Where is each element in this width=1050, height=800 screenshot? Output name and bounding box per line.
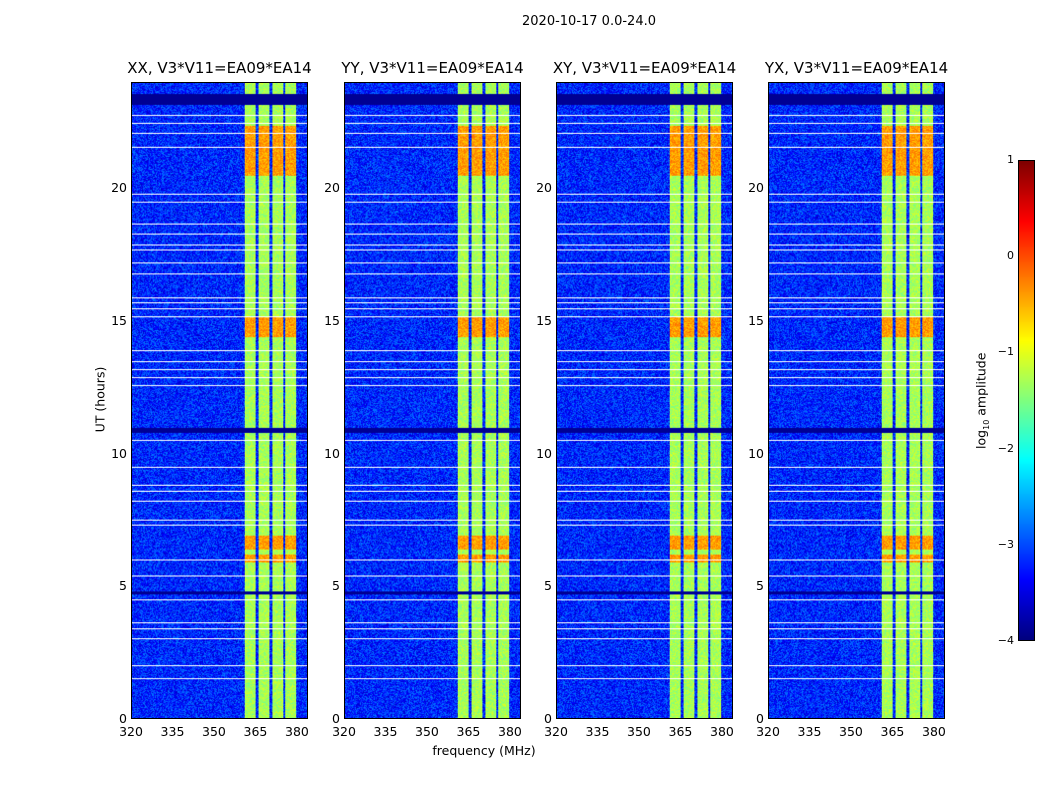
figure-title: 2020-10-17 0.0-24.0 bbox=[522, 14, 656, 29]
y-tick-label: 20 bbox=[536, 180, 552, 196]
x-tick-label: 380 bbox=[285, 724, 309, 739]
colorbar-tick-label: −3 bbox=[997, 537, 1014, 551]
y-tick-label: 10 bbox=[536, 445, 552, 461]
colorbar-tick-label: 1 bbox=[1007, 153, 1014, 166]
y-tick-label: 20 bbox=[748, 180, 764, 196]
x-tick-label: 365 bbox=[456, 724, 481, 739]
colorbar-tick-label: −2 bbox=[997, 441, 1014, 455]
x-tick-label: 350 bbox=[839, 724, 863, 739]
colorbar bbox=[1018, 160, 1035, 641]
y-tick-label: 20 bbox=[324, 180, 340, 196]
x-tick-label: 365 bbox=[880, 724, 905, 739]
x-tick-label: 320 bbox=[119, 724, 143, 739]
y-tick-label: 0 bbox=[756, 711, 764, 726]
y-tick-label: 15 bbox=[536, 312, 552, 328]
x-tick-label: 380 bbox=[922, 724, 946, 739]
heatmap-image bbox=[557, 83, 732, 718]
x-tick-label: 335 bbox=[373, 724, 398, 739]
x-tick-label: 350 bbox=[415, 724, 439, 739]
panel-title: YY, V3*V11=EA09*EA14 bbox=[341, 59, 524, 77]
x-tick-label: 320 bbox=[544, 724, 568, 739]
x-tick-label: 320 bbox=[756, 724, 780, 739]
x-tick-label: 320 bbox=[332, 724, 356, 739]
heatmap-image bbox=[345, 83, 520, 718]
y-tick-label: 20 bbox=[111, 180, 127, 196]
y-tick-label: 0 bbox=[332, 711, 340, 726]
x-tick-label: 365 bbox=[668, 724, 693, 739]
y-tick-label: 15 bbox=[324, 312, 340, 328]
colorbar-tick-label: −4 bbox=[997, 634, 1014, 647]
x-tick-label: 380 bbox=[710, 724, 734, 739]
colorbar-label: log10 amplitude bbox=[973, 352, 991, 449]
y-tick-label: 10 bbox=[324, 445, 340, 461]
panel-title: XY, V3*V11=EA09*EA14 bbox=[552, 59, 737, 77]
spectrogram-panel bbox=[768, 82, 945, 719]
x-tick-label: 335 bbox=[160, 724, 185, 739]
y-tick-label: 5 bbox=[332, 578, 340, 594]
y-tick-label: 0 bbox=[119, 711, 127, 726]
y-tick-label: 15 bbox=[748, 312, 764, 328]
y-tick-label: 0 bbox=[544, 711, 552, 726]
x-tick-label: 350 bbox=[627, 724, 651, 739]
spectrogram-panel bbox=[131, 82, 308, 719]
y-tick-label: 15 bbox=[111, 312, 127, 328]
y-tick-label: 5 bbox=[544, 578, 552, 594]
spectrogram-panel bbox=[556, 82, 733, 719]
spectrogram-panel bbox=[344, 82, 521, 719]
x-tick-label: 350 bbox=[202, 724, 226, 739]
x-tick-label: 365 bbox=[243, 724, 268, 739]
x-tick-label: 380 bbox=[498, 724, 522, 739]
heatmap-image bbox=[132, 83, 307, 718]
y-tick-label: 5 bbox=[119, 578, 127, 594]
x-axis-label: frequency (MHz) bbox=[432, 743, 536, 758]
y-tick-label: 5 bbox=[756, 578, 764, 594]
panel-title: XX, V3*V11=EA09*EA14 bbox=[127, 59, 312, 77]
y-axis-label: UT (hours) bbox=[92, 366, 108, 433]
y-tick-label: 10 bbox=[111, 445, 127, 461]
panel-title: YX, V3*V11=EA09*EA14 bbox=[764, 59, 949, 77]
colorbar-tick-label: −1 bbox=[997, 345, 1014, 359]
colorbar-tick-label: 0 bbox=[1007, 249, 1014, 263]
x-tick-label: 335 bbox=[585, 724, 610, 739]
heatmap-image bbox=[769, 83, 944, 718]
y-tick-label: 10 bbox=[748, 445, 764, 461]
x-tick-label: 335 bbox=[797, 724, 822, 739]
